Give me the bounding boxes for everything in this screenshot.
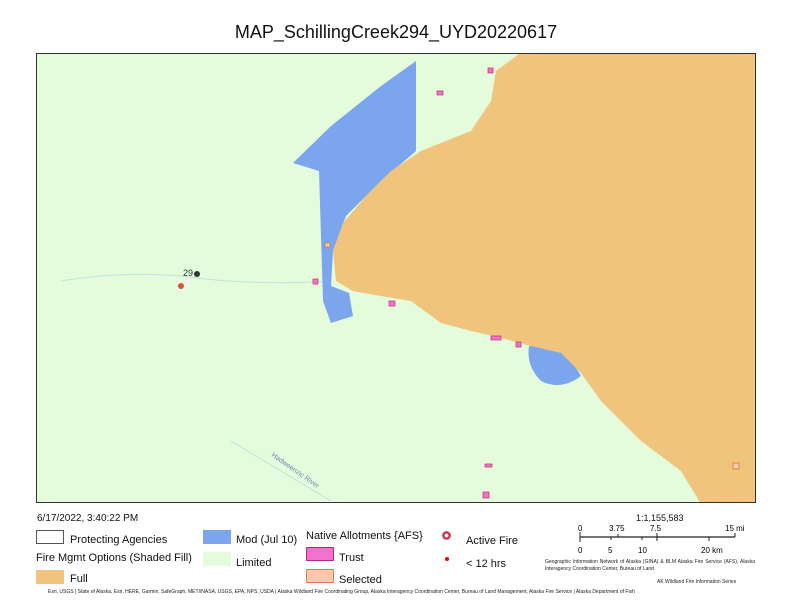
- legend-full: Full: [70, 573, 88, 585]
- mod-swatch: [203, 530, 231, 544]
- selected-swatch: [306, 569, 334, 583]
- map-frame[interactable]: 29 Hadweenzic River: [36, 53, 757, 504]
- mod-area-2: [528, 345, 581, 385]
- legend-native-heading: Native Allotments {AFS}: [306, 530, 423, 542]
- scale-km-0: 0: [578, 546, 583, 555]
- active-fire-marker: [178, 283, 184, 289]
- trust-allotment: [388, 300, 396, 307]
- legend-fire-mgmt-heading: Fire Mgmt Options (Shaded Fill): [36, 552, 192, 564]
- recent-fire-icon: [445, 557, 449, 561]
- fire-point-marker: [194, 271, 200, 277]
- full-area: [333, 54, 757, 504]
- legend-mod: Mod (Jul 10): [236, 534, 298, 546]
- full-swatch: [36, 570, 64, 584]
- scale-mi-3: 15 mi: [725, 524, 745, 533]
- selected-allotment: [732, 462, 740, 470]
- credits-gina: Geographic Information Network of Alaska…: [545, 559, 755, 572]
- legend-trust: Trust: [339, 552, 364, 564]
- hadweenzic-river: [230, 440, 332, 502]
- scale-km-2: 10: [638, 546, 647, 555]
- scale-mi-0: 0: [578, 524, 583, 533]
- legend-lt12: < 12 hrs: [466, 558, 507, 570]
- trust-allotment: [490, 335, 502, 341]
- trust-allotment: [436, 90, 444, 96]
- credits-attribution: Esri, USGS | State of Alaska, Esri, HERE…: [48, 589, 635, 595]
- map-canvas[interactable]: 29 Hadweenzic River: [37, 54, 757, 504]
- active-fire-icon: [442, 531, 451, 540]
- legend-active-fire: Active Fire: [466, 535, 518, 547]
- legend-selected: Selected: [339, 574, 382, 586]
- trust-allotment: [515, 341, 522, 348]
- scale-ratio: 1:1,155,583: [636, 513, 684, 523]
- timestamp: 6/17/2022, 3:40:22 PM: [37, 513, 139, 524]
- selected-allotment: [324, 242, 331, 248]
- mod-area: [293, 61, 416, 323]
- map-title: MAP_SchillingCreek294_UYD20220617: [234, 22, 558, 42]
- credits-series: AK Wildland Fire Information Series: [657, 579, 737, 585]
- scale-bar: 0 3.75 7.5 15 mi 0 5 10 20 km: [578, 524, 745, 555]
- limited-swatch: [203, 552, 231, 566]
- scale-km-3: 20 km: [701, 546, 723, 555]
- legend-limited: Limited: [236, 557, 272, 569]
- scale-mi-2: 7.5: [650, 524, 662, 533]
- scale-km-1: 5: [608, 546, 613, 555]
- trust-allotment: [484, 463, 493, 468]
- trust-allotment: [482, 491, 490, 499]
- trust-allotment: [487, 67, 494, 74]
- fire-label: 29: [183, 268, 193, 278]
- legend-protecting-agencies: Protecting Agencies: [70, 534, 168, 546]
- scale-mi-1: 3.75: [609, 524, 625, 533]
- river: [60, 273, 332, 284]
- trust-allotments: [312, 67, 522, 499]
- trust-allotment: [312, 278, 319, 285]
- trust-swatch: [306, 547, 334, 561]
- protecting-agencies-swatch: [36, 530, 64, 544]
